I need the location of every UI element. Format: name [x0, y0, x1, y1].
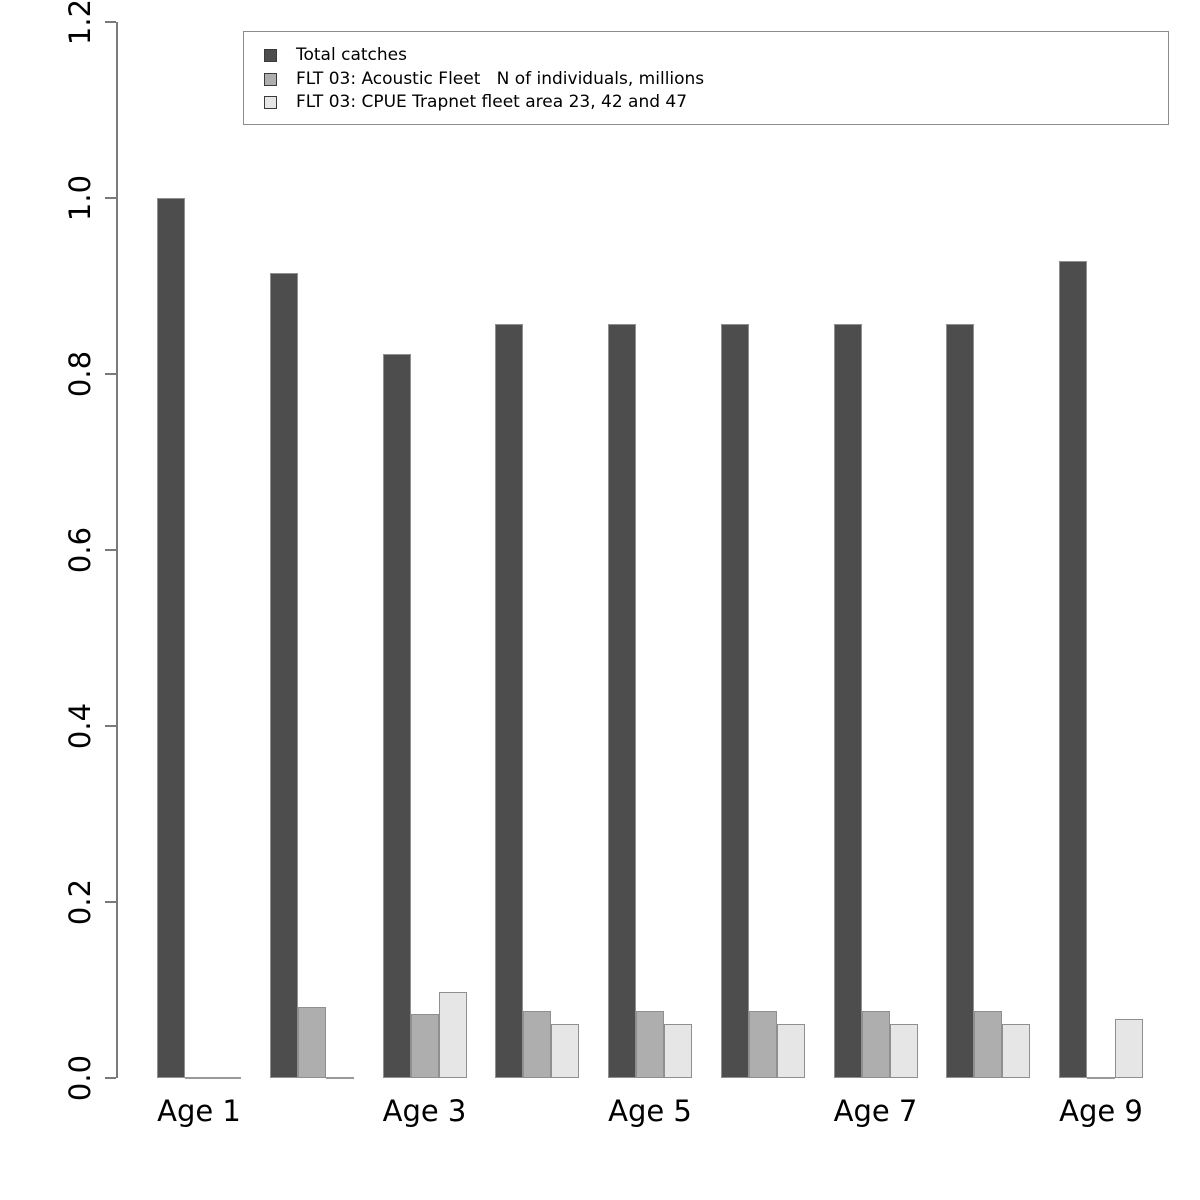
bar-cpue-trapnet-age-4 [551, 1024, 580, 1078]
y-tick [105, 197, 116, 199]
bar-acoustic-fleet-age-5 [636, 1011, 664, 1078]
y-tick [105, 1077, 116, 1079]
legend-row-acoustic-fleet: FLT 03: Acoustic Fleet N of individuals,… [264, 69, 705, 89]
legend-label-total-catches: Total catches [296, 45, 407, 65]
bar-total-catches-age-6 [720, 323, 749, 1078]
legend-box: Total catches FLT 03: Acoustic Fleet N o… [243, 31, 1169, 125]
legend-swatch-total-catches [264, 48, 277, 62]
y-axis-line [116, 22, 118, 1078]
x-axis-label-age-1: Age 1 [157, 1094, 241, 1128]
bar-acoustic-fleet-age-6 [748, 1011, 777, 1078]
y-tick-label: 0.0 [63, 1054, 97, 1102]
y-tick-label: 0.2 [63, 878, 97, 926]
x-axis-label-age-3: Age 3 [382, 1094, 467, 1128]
bar-total-catches-age-4 [495, 323, 524, 1078]
y-tick-label: 1.2 [63, 0, 97, 46]
bar-total-catches-age-1 [157, 198, 185, 1078]
bar-cpue-trapnet-age-9 [1115, 1019, 1143, 1078]
y-tick [105, 901, 116, 903]
y-tick-label: 1.0 [63, 174, 97, 222]
x-axis-label-age-5: Age 5 [608, 1094, 692, 1128]
legend-label-cpue-trapnet: FLT 03: CPUE Trapnet fleet area 23, 42 a… [296, 92, 688, 112]
y-tick-label: 0.6 [63, 526, 97, 574]
bar-acoustic-fleet-age-4 [523, 1011, 552, 1078]
bar-total-catches-age-7 [833, 323, 862, 1078]
y-tick [105, 373, 116, 375]
bar-total-catches-age-2 [269, 272, 298, 1078]
bar-acoustic-fleet-age-8 [974, 1011, 1003, 1078]
bar-acoustic-fleet-age-2 [297, 1006, 326, 1078]
bar-cpue-trapnet-age-6 [776, 1024, 805, 1078]
zero-bar-acoustic-fleet-age-1 [185, 1077, 213, 1079]
bar-total-catches-age-8 [946, 323, 975, 1078]
y-tick [105, 549, 116, 551]
legend-row-cpue-trapnet: FLT 03: CPUE Trapnet fleet area 23, 42 a… [264, 92, 688, 112]
bar-total-catches-age-3 [382, 353, 411, 1078]
y-tick [105, 21, 116, 23]
bar-total-catches-age-5 [608, 323, 636, 1078]
x-axis-label-age-9: Age 9 [1059, 1094, 1143, 1128]
zero-bar-cpue-trapnet-age-2 [325, 1077, 354, 1079]
legend-swatch-cpue-trapnet [264, 95, 277, 109]
y-tick-label: 0.4 [63, 702, 97, 750]
bar-acoustic-fleet-age-7 [861, 1011, 890, 1078]
bar-cpue-trapnet-age-3 [438, 991, 467, 1078]
bar-total-catches-age-9 [1059, 261, 1087, 1078]
legend-label-acoustic-fleet: FLT 03: Acoustic Fleet N of individuals,… [296, 69, 705, 89]
bar-cpue-trapnet-age-5 [664, 1024, 692, 1078]
bar-acoustic-fleet-age-3 [410, 1013, 439, 1078]
y-tick-label: 0.8 [63, 350, 97, 398]
bar-cpue-trapnet-age-7 [889, 1024, 918, 1078]
legend-row-total-catches: Total catches [264, 45, 407, 65]
y-tick [105, 725, 116, 727]
legend-swatch-acoustic-fleet [264, 72, 277, 86]
x-axis-label-age-7: Age 7 [833, 1094, 918, 1128]
zero-bar-cpue-trapnet-age-1 [213, 1077, 241, 1079]
zero-bar-acoustic-fleet-age-9 [1087, 1077, 1115, 1079]
bar-cpue-trapnet-age-8 [1002, 1024, 1031, 1078]
